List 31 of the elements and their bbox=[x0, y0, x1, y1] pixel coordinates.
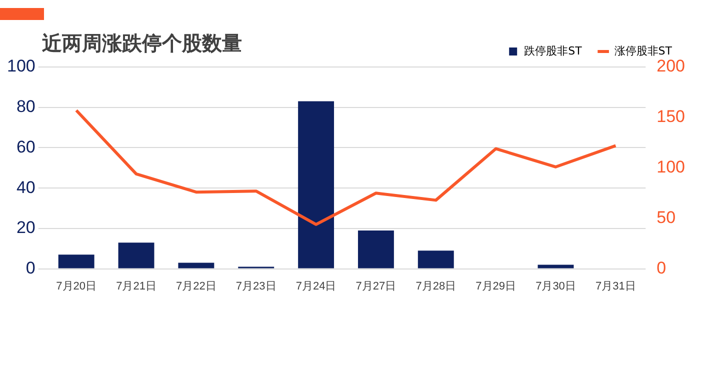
legend-label: 涨停股非ST bbox=[614, 44, 672, 58]
y2-tick-label: 50 bbox=[656, 208, 676, 228]
x-tick-label: 7月21日 bbox=[116, 280, 156, 292]
x-tick-label: 7月29日 bbox=[476, 280, 516, 292]
bar bbox=[538, 264, 574, 268]
y2-tick-label: 200 bbox=[656, 56, 686, 76]
y-tick-label: 60 bbox=[16, 137, 36, 156]
x-tick-label: 7月28日 bbox=[416, 280, 456, 292]
bar bbox=[358, 230, 394, 268]
y-tick-label: 20 bbox=[16, 218, 36, 238]
bar bbox=[298, 101, 334, 268]
bar bbox=[178, 262, 214, 268]
x-tick-label: 7月27日 bbox=[356, 280, 396, 292]
x-tick-label: 7月30日 bbox=[536, 280, 576, 292]
x-tick-label: 7月31日 bbox=[595, 280, 636, 292]
bar bbox=[58, 254, 94, 268]
chart-title: 近两周涨跌停个股数量 bbox=[42, 30, 242, 57]
x-tick-label: 7月24日 bbox=[296, 280, 336, 292]
bar bbox=[418, 250, 454, 268]
y-tick-label: 80 bbox=[16, 97, 36, 116]
y2-tick-label: 0 bbox=[656, 258, 666, 278]
y2-tick-label: 150 bbox=[656, 107, 686, 126]
y2-tick-label: 100 bbox=[656, 158, 686, 177]
bar bbox=[118, 242, 154, 268]
y-tick-label: 100 bbox=[6, 56, 36, 76]
x-tick-label: 7月22日 bbox=[176, 280, 216, 292]
x-tick-label: 7月23日 bbox=[236, 280, 276, 292]
x-tick-label: 7月20日 bbox=[56, 280, 97, 292]
y-tick-label: 40 bbox=[16, 178, 36, 197]
y-tick-label: 0 bbox=[26, 258, 36, 278]
legend-label: 跌停股非ST bbox=[524, 44, 582, 58]
